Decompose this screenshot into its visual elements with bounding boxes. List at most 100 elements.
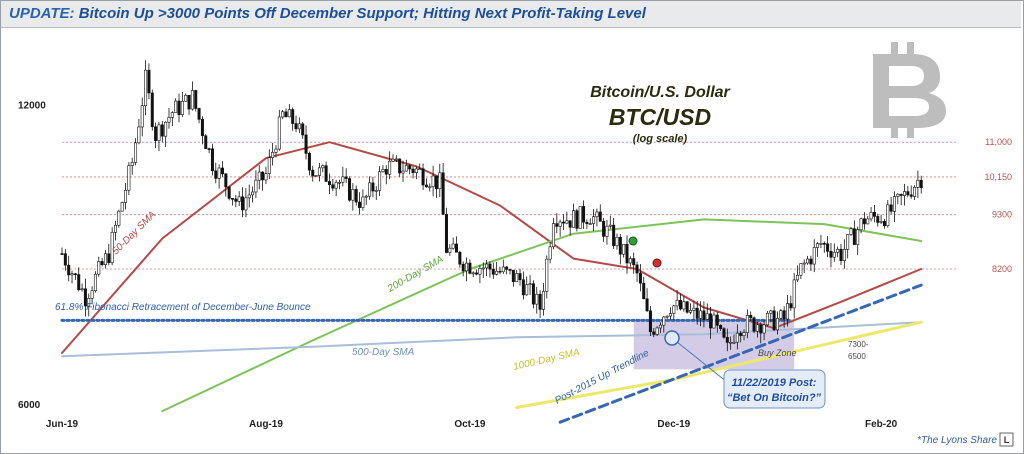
candle-body xyxy=(428,186,432,189)
x-tick-label: Oct-19 xyxy=(454,419,486,430)
candle-body xyxy=(465,262,469,272)
candle-body xyxy=(541,291,545,310)
candle-body xyxy=(491,268,495,275)
candle-body xyxy=(220,167,224,175)
candle-body xyxy=(495,270,499,275)
fib-label: 61.8% Fibonacci Retracement of December-… xyxy=(55,302,311,313)
candle-body xyxy=(839,248,843,261)
candle-body xyxy=(685,301,689,313)
header-bar: UPDATE: Bitcoin Up >3000 Points Off Dece… xyxy=(1,1,1021,28)
candle-body xyxy=(672,305,676,314)
series-line-0 xyxy=(61,141,923,354)
candle-body xyxy=(866,218,870,225)
candle-body xyxy=(679,299,683,310)
candle-body xyxy=(879,221,883,223)
candle-body xyxy=(485,263,489,269)
candle-body xyxy=(70,273,74,276)
candle-body xyxy=(719,325,723,329)
candle-body xyxy=(919,179,923,188)
candle-body xyxy=(87,298,91,307)
candle-body xyxy=(705,313,709,320)
candle-body xyxy=(498,270,502,273)
candle-body xyxy=(321,165,325,169)
lyons-badge-letter: L xyxy=(1004,435,1010,445)
candle-body xyxy=(251,191,255,196)
candle-body xyxy=(668,313,672,317)
candle-body xyxy=(876,216,880,223)
candle-body xyxy=(856,229,860,245)
candle-body xyxy=(481,267,485,270)
candle-body xyxy=(110,231,114,263)
candle-body xyxy=(394,158,398,161)
candle-body xyxy=(906,191,910,196)
candle-body xyxy=(755,324,759,332)
candle-body xyxy=(358,201,362,208)
candle-body xyxy=(769,310,773,314)
candle-body xyxy=(197,108,201,120)
candle-body xyxy=(785,303,789,320)
buy-signal-icon xyxy=(628,236,638,246)
candle-body xyxy=(475,272,479,275)
chart-title: Bitcoin/U.S. Dollar xyxy=(590,84,730,101)
candle-body xyxy=(301,123,305,136)
level-label: 11,000 xyxy=(985,137,1012,147)
candle-body xyxy=(458,251,462,265)
candle-body xyxy=(187,94,191,110)
candle-body xyxy=(297,123,301,130)
candle-body xyxy=(551,223,555,248)
candle-body xyxy=(759,324,763,334)
candle-body xyxy=(742,332,746,336)
candle-body xyxy=(775,318,779,331)
candle-body xyxy=(575,210,579,229)
candle-body xyxy=(291,109,295,124)
candle-body xyxy=(170,112,174,118)
candle-body xyxy=(120,202,124,212)
candle-body xyxy=(628,258,632,264)
candle-body xyxy=(645,298,649,312)
candle-body xyxy=(638,272,642,284)
candle-body xyxy=(117,210,121,226)
candle-body xyxy=(913,187,917,197)
candle-body xyxy=(441,172,445,215)
candle-body xyxy=(154,126,158,141)
candle-body xyxy=(244,197,248,211)
candle-body xyxy=(849,228,853,235)
candle-body xyxy=(648,310,652,333)
candle-body xyxy=(545,258,549,292)
x-tick-label: Feb-20 xyxy=(865,419,898,430)
candle-body xyxy=(662,316,666,326)
candle-body xyxy=(622,243,626,255)
level-label: 8200 xyxy=(992,264,1012,274)
candle-body xyxy=(368,182,372,197)
candle-body xyxy=(903,191,907,196)
candle-body xyxy=(712,314,716,329)
candle-body xyxy=(140,105,144,128)
x-tick-label: Jun-19 xyxy=(46,419,79,430)
candle-body xyxy=(675,299,679,307)
candle-body xyxy=(174,100,178,113)
candle-body xyxy=(548,246,552,260)
candle-body xyxy=(461,263,465,272)
candle-body xyxy=(819,243,823,245)
candle-body xyxy=(60,253,64,255)
candle-body xyxy=(77,274,81,291)
candle-body xyxy=(204,135,208,149)
y-tick-label: 12000 xyxy=(18,101,46,112)
candle-body xyxy=(899,193,903,196)
candle-body xyxy=(782,310,786,320)
candle-body xyxy=(438,172,442,190)
candle-body xyxy=(565,220,569,224)
candle-body xyxy=(735,332,739,343)
lyons-badge xyxy=(999,432,1014,447)
candle-body xyxy=(354,189,358,203)
candle-body xyxy=(468,262,472,274)
candle-body xyxy=(227,186,231,199)
candle-body xyxy=(531,283,535,305)
candle-body xyxy=(391,158,395,162)
candle-body xyxy=(709,313,713,329)
candle-body xyxy=(896,193,900,197)
sma200-label: 200-Day SMA xyxy=(385,254,446,295)
candle-body xyxy=(916,179,920,188)
candle-body xyxy=(334,182,338,189)
candle-body xyxy=(177,100,181,115)
